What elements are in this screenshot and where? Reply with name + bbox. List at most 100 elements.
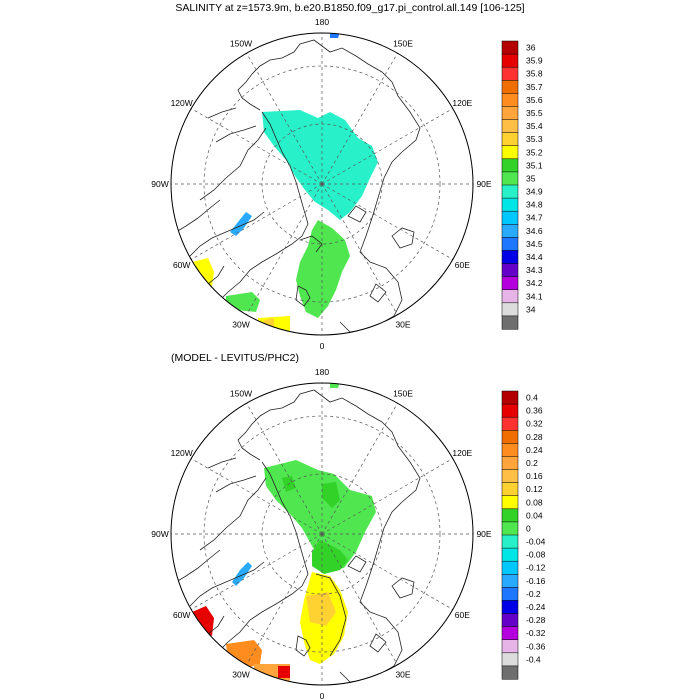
longitude-label: 0	[320, 691, 325, 700]
colorbar-swatch	[501, 210, 519, 225]
colorbar-label: 35.2	[526, 147, 543, 157]
longitude-label: 120E	[452, 98, 472, 108]
colorbar-label: 34	[526, 304, 536, 314]
colorbar-label: 35.5	[526, 108, 543, 118]
colorbar-swatch	[501, 469, 519, 484]
colorbar-label: 35.6	[526, 95, 543, 105]
colorbar-swatch	[501, 40, 519, 55]
colorbar-label: 0.2	[526, 458, 538, 468]
graticule-top	[171, 33, 473, 335]
colorbar-label: -0.2	[526, 589, 541, 599]
colorbar-swatch	[501, 132, 519, 147]
colorbar-swatch	[501, 587, 519, 601]
colorbar-label: 0.04	[526, 510, 543, 520]
colorbar-swatch	[501, 639, 519, 654]
colorbar-swatch	[501, 390, 519, 405]
colorbar-label: -0.32	[526, 628, 546, 638]
colorbar-label: 34.2	[526, 278, 543, 288]
colorbar-label: -0.36	[526, 641, 546, 651]
colorbar-swatch	[501, 93, 519, 108]
colorbar-label: -0.04	[526, 537, 546, 547]
colorbar-swatch	[501, 171, 519, 186]
colorbar-label: 34.8	[526, 200, 543, 210]
colorbar-swatch	[501, 119, 519, 134]
longitude-label: 120W	[171, 448, 193, 458]
longitude-label: 0	[320, 341, 325, 351]
colorbar-label: 36	[526, 43, 536, 53]
longitude-label: 90W	[151, 179, 168, 189]
longitude-label: 150E	[393, 39, 413, 49]
colorbar-swatch	[501, 665, 519, 680]
field-labrador-diff	[192, 606, 214, 636]
colorbar-swatch	[501, 263, 519, 278]
colorbar-swatch	[501, 302, 519, 317]
colorbar-swatch	[501, 66, 519, 81]
colorbar-swatch	[501, 600, 519, 615]
colorbar-label: 0	[526, 523, 531, 533]
longitude-label: 120E	[452, 448, 472, 458]
colorbar-label: -0.4	[526, 654, 541, 664]
colorbar-swatch	[501, 547, 519, 562]
colorbar-swatch	[501, 184, 519, 199]
colorbar-swatch	[501, 80, 519, 94]
colorbar-top: 36 35.9 35.8 35.7 35.6 35.5 35.4 35.3 35.2 35.1 35…	[501, 40, 543, 330]
field-fram-strait-diff	[312, 540, 348, 574]
longitude-label: 90W	[151, 529, 168, 539]
map-bottom: 180 150E 120E 90E 60E 30E 0 30W 60W 90W 120W 150W	[151, 367, 492, 700]
colorbar-label: 35	[526, 173, 536, 183]
colorbar-label: 35.9	[526, 56, 543, 66]
colorbar-label: 0.08	[526, 497, 543, 507]
colorbar-swatch	[501, 613, 519, 628]
colorbar-swatch	[501, 403, 519, 418]
colorbar-swatch	[501, 106, 519, 121]
colorbar-label: 35.8	[526, 69, 543, 79]
field-labrador	[192, 258, 214, 286]
colorbar-label: 34.9	[526, 187, 543, 197]
longitude-label: 30E	[395, 669, 410, 679]
colorbar-swatch	[501, 534, 519, 549]
colorbar-label: 34.5	[526, 239, 543, 249]
map-border-top	[170, 32, 474, 336]
colorbar-swatch	[501, 416, 519, 431]
colorbar-label: 35.3	[526, 134, 543, 144]
graticule-bottom	[171, 383, 473, 685]
colorbar-swatch	[501, 289, 519, 304]
colorbar-label: 0.28	[526, 432, 543, 442]
colorbar-label: 0.16	[526, 471, 543, 481]
longitude-label: 30W	[232, 669, 249, 679]
longitude-label: 90E	[476, 529, 491, 539]
colorbar-bottom: 0.4 0.36 0.32 0.28 0.24 0.2 0.16 0.12 0.08 0.04 0 -…	[501, 390, 546, 680]
colorbar-label: 35.4	[526, 121, 543, 131]
colorbar-label: -0.28	[526, 615, 546, 625]
longitude-label: 90E	[476, 179, 491, 189]
colorbar-swatch	[501, 508, 519, 523]
colorbar-label: 0.4	[526, 393, 538, 403]
difference-title: (MODEL - LEVITUS/PHC2)	[171, 352, 299, 364]
longitude-labels-top: 180 150E 120E 90E 60E 30E 0 30W 60W 90W 120W 150W	[151, 17, 492, 351]
page-title: SALINITY at z=1573.9m, b.e20.B1850.f09_g…	[175, 2, 525, 14]
colorbar-label: 34.3	[526, 265, 543, 275]
longitude-label: 150W	[230, 389, 252, 399]
coastlines-bottom	[175, 389, 421, 683]
coastlines-top	[175, 39, 421, 333]
longitude-label: 120W	[171, 98, 193, 108]
field-baffin-bay	[230, 212, 252, 236]
colorbar-label: 0.24	[526, 445, 543, 455]
longitude-label: 30E	[395, 319, 410, 329]
colorbar-label: 0.32	[526, 419, 543, 429]
colorbar-swatch	[501, 560, 519, 575]
colorbar-label: 35.7	[526, 82, 543, 92]
colorbar-label: 34.6	[526, 226, 543, 236]
colorbar-swatch	[501, 53, 519, 68]
colorbar-swatch	[501, 626, 519, 641]
longitude-label: 180	[315, 17, 329, 27]
colorbar-swatch	[501, 456, 519, 471]
longitude-label: 150E	[393, 389, 413, 399]
colorbar-swatch	[501, 276, 519, 291]
colorbar-label: -0.16	[526, 576, 546, 586]
colorbar-swatch	[501, 237, 519, 252]
map-top: 180 150E 120E 90E 60E 30E 0 30W 60W 90W 120W 150W	[151, 17, 492, 351]
colorbar-swatch	[501, 521, 519, 536]
colorbar-label: 34.4	[526, 252, 543, 262]
colorbar-swatch	[501, 224, 519, 238]
